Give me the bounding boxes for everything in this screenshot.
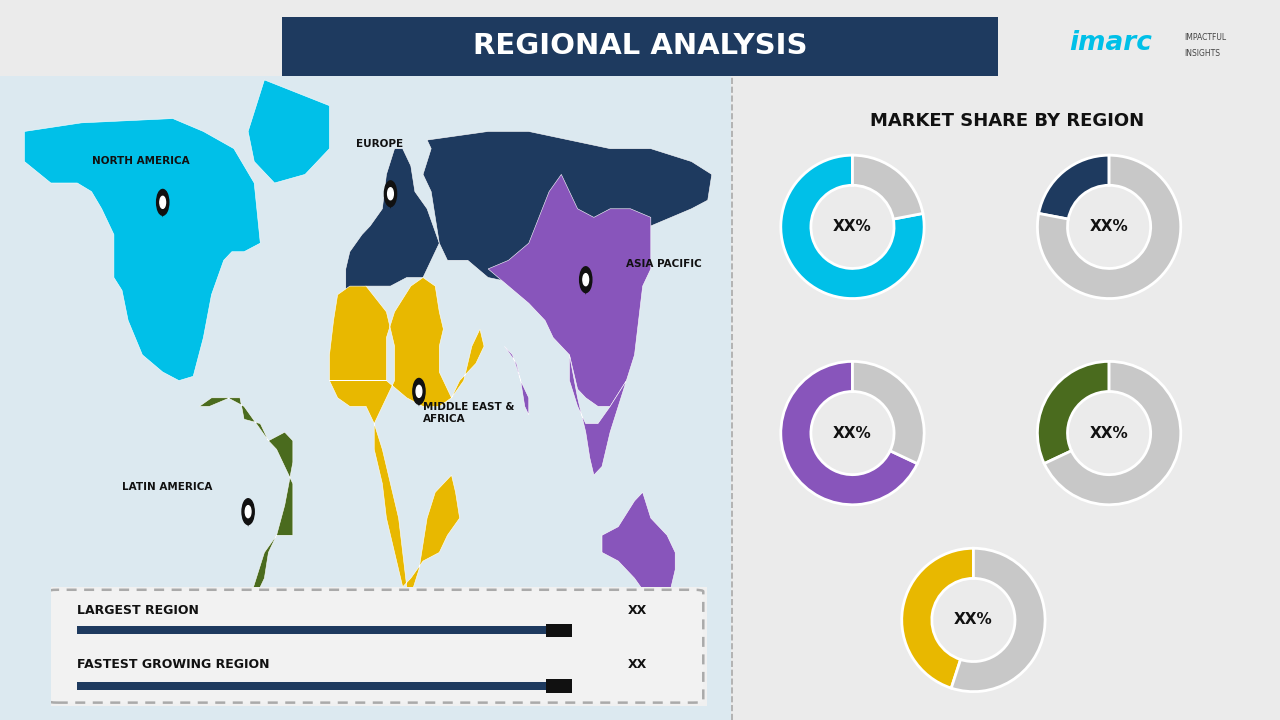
Polygon shape xyxy=(346,148,439,290)
Polygon shape xyxy=(570,355,626,475)
Circle shape xyxy=(580,267,591,292)
Circle shape xyxy=(416,385,422,397)
Text: ASIA PACIFIC: ASIA PACIFIC xyxy=(626,259,703,269)
Text: MARKET SHARE BY REGION: MARKET SHARE BY REGION xyxy=(870,112,1144,130)
Text: imarc: imarc xyxy=(1069,30,1152,56)
Polygon shape xyxy=(329,277,484,595)
Circle shape xyxy=(413,379,425,404)
Polygon shape xyxy=(602,492,676,613)
Polygon shape xyxy=(488,174,650,406)
Circle shape xyxy=(388,188,393,199)
FancyBboxPatch shape xyxy=(547,624,572,636)
Circle shape xyxy=(160,197,165,208)
FancyBboxPatch shape xyxy=(547,680,572,693)
Polygon shape xyxy=(200,397,293,681)
Text: REGIONAL ANALYSIS: REGIONAL ANALYSIS xyxy=(472,32,808,60)
FancyBboxPatch shape xyxy=(77,682,549,690)
FancyBboxPatch shape xyxy=(47,590,703,703)
Circle shape xyxy=(156,189,169,215)
Circle shape xyxy=(246,505,251,518)
Wedge shape xyxy=(1037,361,1108,464)
Text: EUROPE: EUROPE xyxy=(356,139,403,148)
Polygon shape xyxy=(504,346,529,415)
Text: MIDDLE EAST &
AFRICA: MIDDLE EAST & AFRICA xyxy=(422,402,515,423)
Polygon shape xyxy=(387,198,394,209)
Polygon shape xyxy=(159,207,166,217)
Text: XX: XX xyxy=(628,604,648,617)
Wedge shape xyxy=(951,548,1044,692)
Polygon shape xyxy=(244,516,252,527)
Text: INSIGHTS: INSIGHTS xyxy=(1184,49,1221,58)
Text: IMPACTFUL: IMPACTFUL xyxy=(1184,32,1226,42)
Polygon shape xyxy=(582,284,589,294)
Text: LATIN AMERICA: LATIN AMERICA xyxy=(122,482,212,492)
Circle shape xyxy=(384,181,397,207)
Text: XX%: XX% xyxy=(1089,220,1129,235)
Polygon shape xyxy=(416,396,422,406)
Wedge shape xyxy=(781,156,924,299)
Wedge shape xyxy=(1038,156,1108,219)
Wedge shape xyxy=(901,548,973,688)
Text: FASTEST GROWING REGION: FASTEST GROWING REGION xyxy=(77,657,270,670)
Text: XX%: XX% xyxy=(833,426,872,441)
Polygon shape xyxy=(422,132,712,286)
Wedge shape xyxy=(781,361,918,505)
Text: LARGEST REGION: LARGEST REGION xyxy=(77,604,200,617)
Wedge shape xyxy=(1037,156,1180,299)
FancyBboxPatch shape xyxy=(77,626,549,634)
Polygon shape xyxy=(248,80,329,183)
Text: XX%: XX% xyxy=(833,220,872,235)
Text: XX%: XX% xyxy=(954,613,993,627)
Circle shape xyxy=(582,274,589,286)
Text: NORTH AMERICA: NORTH AMERICA xyxy=(92,156,189,166)
Wedge shape xyxy=(852,156,923,219)
Text: XX%: XX% xyxy=(1089,426,1129,441)
Text: XX: XX xyxy=(628,657,648,670)
Polygon shape xyxy=(24,119,260,381)
Wedge shape xyxy=(1044,361,1180,505)
Wedge shape xyxy=(852,361,924,464)
Circle shape xyxy=(242,499,255,525)
